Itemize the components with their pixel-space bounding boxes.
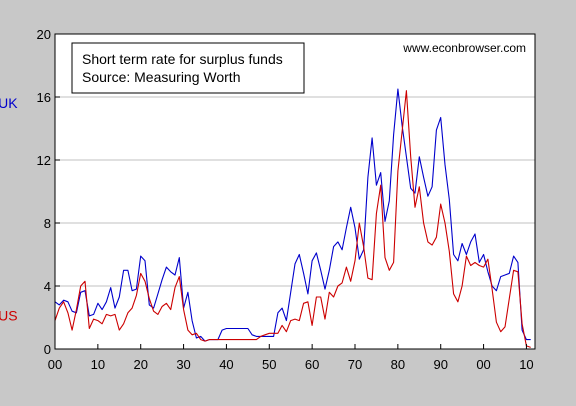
x-tick-label: 70 — [348, 357, 362, 372]
x-tick-label: 00 — [476, 357, 490, 372]
series-lines — [54, 88, 531, 348]
watermark-text: www.econbrowser.com — [402, 41, 526, 55]
x-tick-label: 30 — [176, 357, 190, 372]
x-tick-label: 00 — [48, 357, 62, 372]
legend-box: Short term rate for surplus funds Source… — [71, 42, 305, 94]
y-tick-label: 4 — [44, 279, 51, 294]
x-tick-label: 20 — [133, 357, 147, 372]
series-line-us — [54, 90, 531, 348]
y-axis: 0 4 8 12 16 20 — [37, 27, 60, 357]
x-tick-label: 80 — [391, 357, 405, 372]
x-axis: 00 10 20 30 40 50 60 70 80 90 00 10 — [48, 344, 534, 372]
legend-title-line-2: Source: Measuring Worth — [82, 69, 240, 85]
y-tick-label: 8 — [44, 216, 51, 231]
y-tick-label: 16 — [37, 90, 51, 105]
series-labels: UK US — [0, 95, 18, 324]
y-tick-label: 0 — [44, 342, 51, 357]
x-tick-label: 50 — [262, 357, 276, 372]
y-tick-label: 12 — [37, 153, 51, 168]
legend-title-line-1: Short term rate for surplus funds — [82, 51, 283, 67]
x-tick-label: 10 — [519, 357, 533, 372]
plot-frame — [54, 33, 536, 350]
y-tick-label: 20 — [37, 27, 51, 42]
x-tick-label: 60 — [305, 357, 319, 372]
x-tick-label: 90 — [433, 357, 447, 372]
x-tick-label: 10 — [91, 357, 105, 372]
gridlines — [55, 96, 535, 287]
x-tick-label: 40 — [219, 357, 233, 372]
series-line-uk — [54, 88, 531, 342]
series-label-us: US — [0, 308, 18, 324]
series-label-uk: UK — [0, 95, 18, 111]
